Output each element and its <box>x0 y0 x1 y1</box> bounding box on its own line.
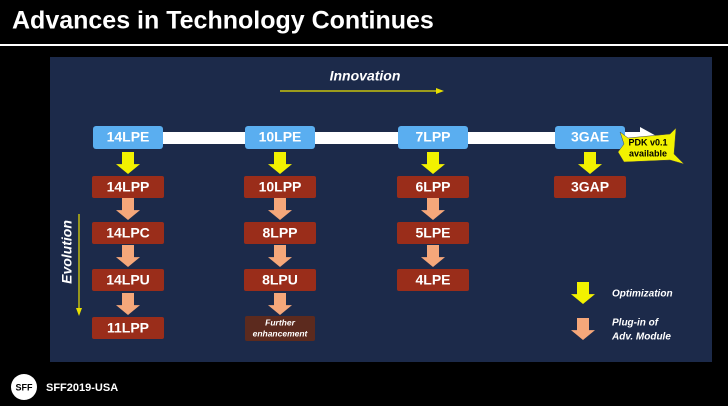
legend-label: Plug-in of <box>612 318 660 329</box>
plugin-arrow <box>116 198 140 220</box>
process-node-label: 14LPU <box>106 272 150 288</box>
plugin-arrow <box>268 245 292 267</box>
badge <box>617 127 685 165</box>
process-node-label: 14LPP <box>107 179 150 195</box>
process-node <box>554 176 626 198</box>
plugin-arrow <box>116 293 140 315</box>
legend-arrow <box>571 318 595 340</box>
process-node <box>397 222 469 244</box>
innovation-arrow-head <box>436 88 444 94</box>
optimization-arrow <box>116 152 140 174</box>
process-node <box>244 222 316 244</box>
process-node <box>244 176 316 198</box>
optimization-arrow <box>578 152 602 174</box>
process-node <box>92 269 164 291</box>
process-node <box>397 176 469 198</box>
evolution-arrow-head <box>76 308 82 316</box>
process-node <box>92 317 164 339</box>
process-node-label: 14LPC <box>106 225 150 241</box>
note-label: Further <box>265 317 295 327</box>
process-node <box>244 269 316 291</box>
process-node <box>92 176 164 198</box>
plugin-arrow <box>268 293 292 315</box>
legend-arrow <box>571 282 595 304</box>
base-node-label: 7LPP <box>415 129 450 145</box>
plugin-arrow <box>268 198 292 220</box>
event-name: SFF2019-USA <box>46 382 118 394</box>
badge-label: PDK v0.1 <box>628 137 667 147</box>
plugin-arrow <box>421 245 445 267</box>
process-node-label: 5LPE <box>415 225 450 241</box>
process-node-label: 10LPP <box>259 179 302 195</box>
base-node <box>245 126 315 149</box>
logo-text: SFF <box>16 382 34 392</box>
process-node-label: 8LPU <box>262 272 298 288</box>
legend-label: Adv. Module <box>611 332 671 343</box>
base-node-label: 3GAE <box>571 129 609 145</box>
evolution-label: Evolution <box>59 220 75 284</box>
optimization-arrow <box>421 152 445 174</box>
base-node-label: 14LPE <box>107 129 150 145</box>
optimization-arrow <box>268 152 292 174</box>
logo-circle <box>11 374 37 400</box>
innovation-label: Innovation <box>330 68 401 84</box>
base-node <box>93 126 163 149</box>
note-node <box>245 316 315 341</box>
base-node-label: 10LPE <box>259 129 302 145</box>
note-label: enhancement <box>253 328 309 338</box>
process-node-label: 11LPP <box>107 320 149 336</box>
base-node <box>555 126 625 149</box>
process-node-label: 4LPE <box>415 272 450 288</box>
process-node <box>92 222 164 244</box>
plugin-arrow <box>116 245 140 267</box>
timeline-bar <box>100 127 660 149</box>
process-node <box>397 269 469 291</box>
process-node-label: 6LPP <box>415 179 450 195</box>
legend-label: Optimization <box>612 289 673 300</box>
process-node-label: 3GAP <box>571 179 609 195</box>
badge-label: available <box>629 148 667 158</box>
plugin-arrow <box>421 198 445 220</box>
process-node-label: 8LPP <box>262 225 297 241</box>
base-node <box>398 126 468 149</box>
slide-title: Advances in Technology Continues <box>12 7 434 35</box>
panel <box>50 57 712 362</box>
